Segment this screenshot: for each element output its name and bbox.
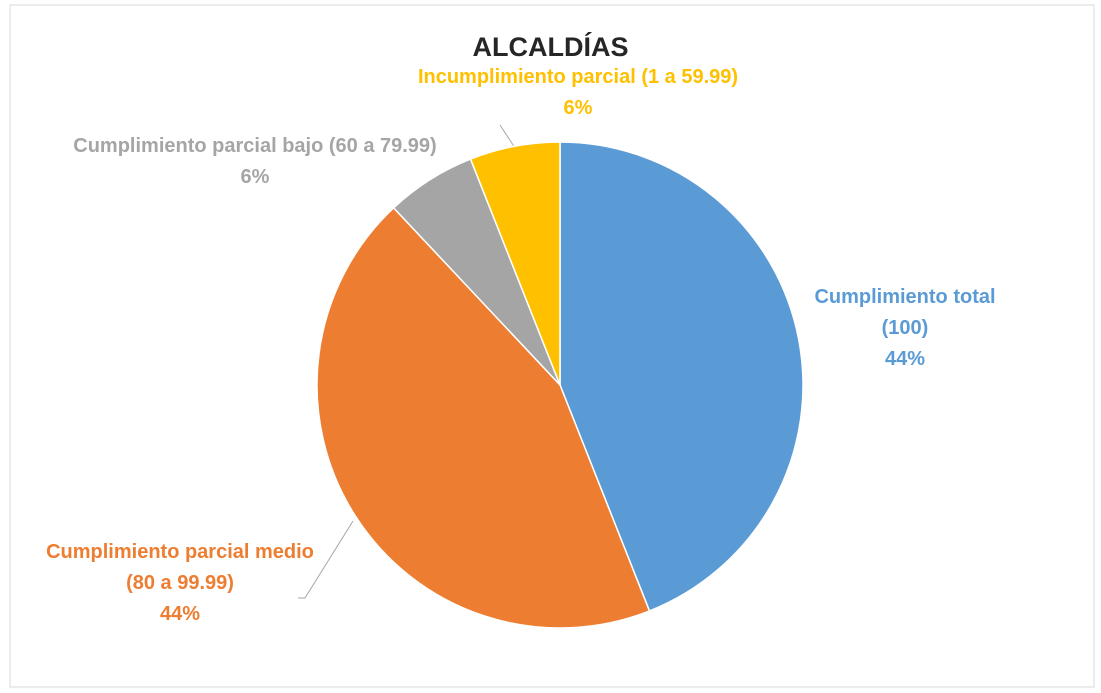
pie-slice — [469, 141, 561, 386]
data-label: Cumplimiento parcial bajo (60 a 79.99) 6% — [50, 131, 460, 193]
leader-line — [298, 520, 354, 599]
slice-value: 44% — [884, 348, 926, 370]
slice-value: 6% — [563, 97, 593, 119]
pie-slice — [316, 206, 651, 629]
slice-value: 6% — [240, 166, 270, 188]
chart-frame — [9, 4, 1095, 688]
slice-name: Cumplimiento parcial medio (80 a 99.99) — [46, 541, 314, 594]
slice-name: Cumplimiento parcial bajo (60 a 79.99) — [73, 135, 437, 157]
data-label: Incumplimiento parcial (1 a 59.99) 6% — [343, 62, 813, 124]
chart-title: ALCALDÍAS — [472, 32, 629, 62]
slice-value: 44% — [159, 603, 201, 625]
data-label: Cumplimiento parcial medio (80 a 99.99) 4… — [40, 537, 320, 630]
slice-name: Incumplimiento parcial (1 a 59.99) — [417, 66, 739, 88]
pie-slice — [559, 141, 804, 612]
slice-name: Cumplimiento total (100) — [814, 286, 996, 339]
data-label: Cumplimiento total (100) 44% — [810, 282, 1000, 375]
leader-line — [499, 124, 516, 149]
